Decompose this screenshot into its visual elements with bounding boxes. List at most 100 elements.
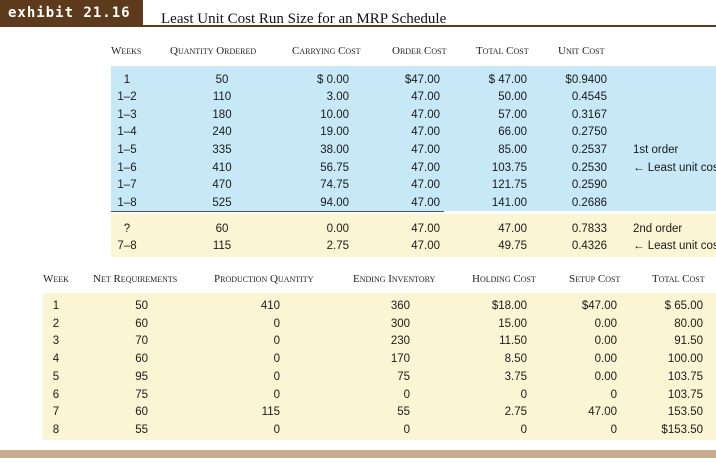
t2-cell: 300 bbox=[390, 318, 410, 330]
t2-header-setup-cost: Setup Cost bbox=[569, 273, 621, 285]
t2-cell: 8.50 bbox=[504, 353, 527, 365]
exhibit-label: exhibit 21.16 bbox=[0, 0, 143, 27]
t2-cell: 0 bbox=[273, 371, 280, 383]
t2-cell: 6 bbox=[52, 389, 60, 401]
t2-cell: 75 bbox=[135, 389, 148, 401]
t1-cell: $47.00 bbox=[404, 74, 440, 86]
t1-note: ← Least unit cost bbox=[633, 162, 716, 174]
t1-cell: 19.00 bbox=[320, 126, 349, 138]
t2-cell: 2.75 bbox=[504, 406, 527, 418]
t2-header-ending-inventory: Ending Inventory bbox=[353, 273, 436, 285]
t1-cream-band bbox=[111, 214, 716, 257]
t1-cell: 38.00 bbox=[320, 144, 349, 156]
t2-cell: 8 bbox=[52, 424, 60, 436]
t2-cell: 153.50 bbox=[667, 406, 703, 418]
t2-cell: 0 bbox=[610, 424, 617, 436]
t1-cell: 47.00 bbox=[411, 223, 440, 235]
t1-cell: 47.00 bbox=[411, 162, 440, 174]
t2-cell: 70 bbox=[135, 335, 148, 347]
t1-cell: 47.00 bbox=[411, 197, 440, 209]
t2-cell: 0 bbox=[273, 353, 280, 365]
t1-cell: 1–5 bbox=[117, 144, 137, 156]
t2-cell: 5 bbox=[52, 371, 60, 383]
t1-cell: 410 bbox=[212, 162, 232, 174]
t1-cell: 1–4 bbox=[117, 126, 137, 138]
exhibit-title: Least Unit Cost Run Size for an MRP Sche… bbox=[161, 11, 447, 27]
t1-cell: 50.00 bbox=[498, 91, 527, 103]
t1-cell: 47.00 bbox=[411, 240, 440, 252]
t2-cell: 55 bbox=[397, 406, 410, 418]
t1-cell: 240 bbox=[212, 126, 232, 138]
t2-cell: 7 bbox=[52, 406, 60, 418]
t2-cell: 3 bbox=[52, 335, 60, 347]
t1-header-total-cost: Total Cost bbox=[476, 45, 529, 57]
t1-cell: 335 bbox=[212, 144, 232, 156]
t2-cell: 0.00 bbox=[594, 353, 617, 365]
t1-cell: 115 bbox=[212, 240, 232, 252]
t2-cell: 170 bbox=[390, 353, 410, 365]
t1-note: 2nd order bbox=[633, 223, 683, 235]
t2-cell: 0 bbox=[273, 389, 280, 401]
t1-cell: 49.75 bbox=[498, 240, 527, 252]
t2-cell: 0 bbox=[403, 424, 410, 436]
t2-cell: $47.00 bbox=[581, 300, 617, 312]
t1-cell: 0.2750 bbox=[571, 126, 607, 138]
t2-cell: 100.00 bbox=[667, 353, 703, 365]
t2-cell: 75 bbox=[397, 371, 410, 383]
t1-cell: 0.2686 bbox=[571, 197, 607, 209]
t1-cell: 66.00 bbox=[498, 126, 527, 138]
t2-cell: $153.50 bbox=[661, 424, 703, 436]
t2-cell: 0.00 bbox=[594, 335, 617, 347]
t2-header-total-cost: Total Cost bbox=[652, 273, 705, 285]
t1-cell: 56.75 bbox=[320, 162, 349, 174]
t1-cell: 0.4326 bbox=[571, 240, 607, 252]
t1-cell: 0.4545 bbox=[571, 91, 607, 103]
t1-cell: 0.7833 bbox=[571, 223, 607, 235]
t2-cell: 2 bbox=[52, 318, 60, 330]
t1-cell: 3.00 bbox=[326, 91, 349, 103]
t1-cell: 1–3 bbox=[117, 109, 137, 121]
t1-cell: 470 bbox=[212, 179, 232, 191]
t1-cell: 94.00 bbox=[320, 197, 349, 209]
t1-cell: 121.75 bbox=[491, 179, 527, 191]
t1-header-order-cost: Order Cost bbox=[392, 45, 447, 57]
t1-cell: 50 bbox=[215, 74, 229, 86]
t1-cell: 85.00 bbox=[498, 144, 527, 156]
t2-header-net-requirements: Net Requirements bbox=[93, 273, 178, 285]
t1-cell: 1–8 bbox=[117, 197, 137, 209]
t2-cell: 103.75 bbox=[667, 371, 703, 383]
t1-header-carrying-cost: Carrying Cost bbox=[292, 45, 361, 57]
t2-cell: 50 bbox=[135, 300, 148, 312]
t1-cell: 47.00 bbox=[411, 179, 440, 191]
t1-cell: 47.00 bbox=[411, 126, 440, 138]
bottom-rule bbox=[0, 450, 716, 458]
t2-cell: 0 bbox=[273, 424, 280, 436]
t2-cell: 3.75 bbox=[504, 371, 527, 383]
t2-cell: 0 bbox=[520, 389, 527, 401]
t2-cell: 91.50 bbox=[674, 335, 703, 347]
t2-cell: 0 bbox=[403, 389, 410, 401]
t1-cell: 1 bbox=[123, 74, 131, 86]
t1-cell: 1–2 bbox=[117, 91, 137, 103]
t2-cell: 60 bbox=[135, 406, 148, 418]
t2-cell: 95 bbox=[135, 371, 148, 383]
t2-cell: 4 bbox=[52, 353, 60, 365]
t2-cell: 60 bbox=[135, 318, 148, 330]
t1-cell: 0.00 bbox=[326, 223, 349, 235]
t1-cell: $ 47.00 bbox=[488, 74, 527, 86]
t1-cell: 47.00 bbox=[498, 223, 527, 235]
t1-cell: ? bbox=[123, 223, 131, 235]
t1-cell: 47.00 bbox=[411, 109, 440, 121]
t2-cell: 60 bbox=[135, 353, 148, 365]
t1-divider-left bbox=[111, 211, 444, 212]
t2-cell: 0 bbox=[273, 318, 280, 330]
t1-cell: 141.00 bbox=[491, 197, 527, 209]
t2-cell: 15.00 bbox=[498, 318, 527, 330]
t1-cell: 0.2537 bbox=[571, 144, 607, 156]
t2-cell: 11.50 bbox=[499, 335, 527, 347]
t2-cell: $18.00 bbox=[491, 300, 527, 312]
t2-cell: $ 65.00 bbox=[664, 300, 703, 312]
t1-cell: 0.2590 bbox=[571, 179, 607, 191]
t1-cell: 0.3167 bbox=[571, 109, 607, 121]
t1-note: ← Least unit cost bbox=[633, 240, 716, 252]
